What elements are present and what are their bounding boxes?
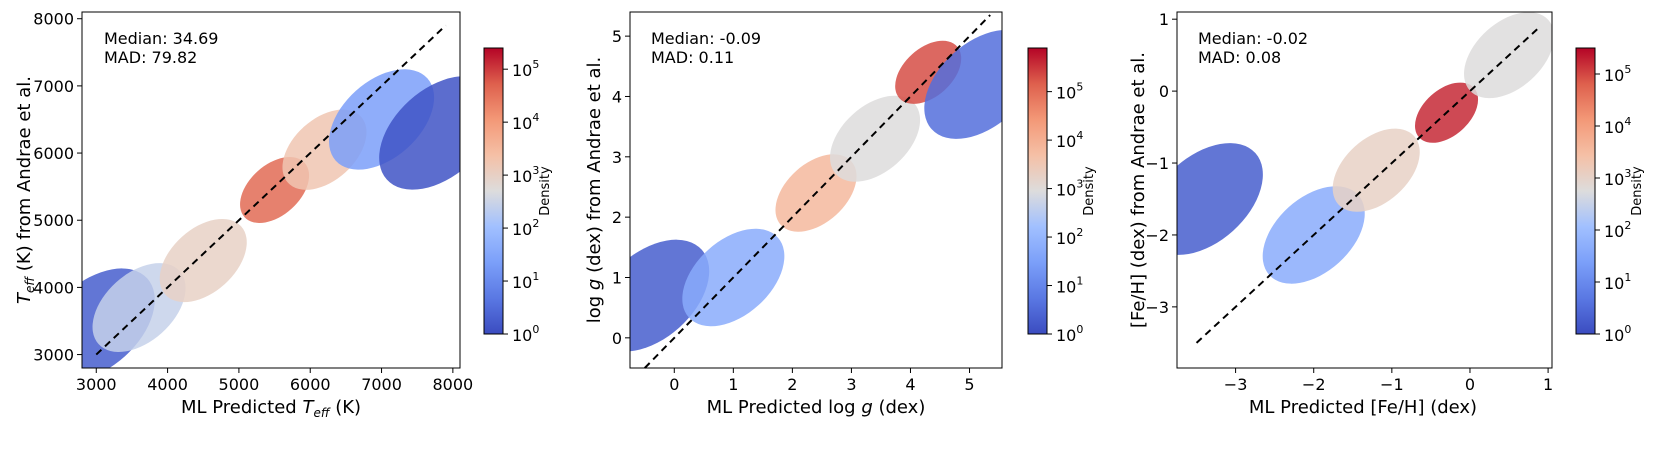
colorbar-feh: 100 101 102 103 104 105 Density <box>1575 47 1645 345</box>
plot-frame-logg <box>629 11 1003 369</box>
y-tick-label: 0 <box>612 329 622 348</box>
median-text-teff: Median: 34.69 <box>104 29 218 48</box>
y-tick-label: 3 <box>612 148 622 167</box>
colorbar-gradient <box>1027 47 1048 335</box>
colorbar-tick-label: 102 <box>512 217 539 239</box>
x-tick-label: 8000 <box>433 375 474 394</box>
x-tick-label: 1 <box>728 375 738 394</box>
colorbar-tick-label: 101 <box>1604 271 1631 293</box>
diagonal-line-feh <box>1195 25 1541 344</box>
density-region-2 <box>159 218 247 303</box>
colorbar-tick-label: 103 <box>512 164 539 186</box>
x-tick-label: 4000 <box>147 375 188 394</box>
y-tick-label: 1 <box>1159 10 1169 29</box>
y-tick-label: 4000 <box>33 278 74 297</box>
mad-text-feh: MAD: 0.08 <box>1198 48 1281 67</box>
x-tick-label: 0 <box>1465 375 1475 394</box>
colorbar-tick-label: 103 <box>1056 178 1083 200</box>
colorbar-tick-label: 101 <box>512 270 539 292</box>
x-tick-label: 3 <box>846 375 856 394</box>
mad-text-teff: MAD: 79.82 <box>104 48 197 67</box>
colorbar-label: Density <box>538 166 553 216</box>
x-ticks-teff: 3000 4000 5000 6000 7000 8000 <box>76 368 473 394</box>
hexbin-logg <box>630 29 1002 352</box>
density-region-2 <box>1332 128 1420 212</box>
plot-frame-feh <box>1176 11 1553 369</box>
x-axis-label-logg: ML Predicted log g (dex) <box>707 397 926 418</box>
hexbin-feh <box>1177 12 1552 284</box>
x-tick-label: 7000 <box>361 375 402 394</box>
y-tick-label: 4 <box>612 87 622 106</box>
density-region-0 <box>1177 143 1263 255</box>
diagonal-line-logg <box>644 14 991 369</box>
colorbar-tick-label: 104 <box>1604 115 1631 137</box>
x-tick-label: 1 <box>1543 375 1553 394</box>
x-axis-label-teff: ML Predicted Teff (K) <box>181 397 361 420</box>
median-text-feh: Median: -0.02 <box>1198 29 1308 48</box>
colorbar-tick-label: 100 <box>1604 323 1631 345</box>
colorbar-tick-label: 100 <box>512 323 539 345</box>
panel-feh: −3 −2 −1 0 1 −3 −2 −1 0 1 Median: -0.02 MAD: 0.0… <box>1128 10 1645 418</box>
x-axis-label-feh: ML Predicted [Fe/H] (dex) <box>1249 397 1477 418</box>
diagonal-line-teff <box>95 24 447 356</box>
y-tick-label: 2 <box>612 208 622 227</box>
mad-text-logg: MAD: 0.11 <box>651 48 734 67</box>
panel-teff: 3000 4000 5000 6000 7000 8000 3000 4000 5000 600… <box>14 10 553 420</box>
colorbar-label: Density <box>1630 166 1645 216</box>
y-tick-label: 1 <box>612 268 622 287</box>
y-axis-label-logg: log g (dex) from Andrae et al. <box>584 57 605 324</box>
x-tick-label: 5 <box>964 375 974 394</box>
x-tick-label: −1 <box>1380 375 1404 394</box>
x-tick-label: −3 <box>1224 375 1248 394</box>
colorbar-teff: 100 101 102 103 104 105 Density <box>483 47 553 345</box>
colorbar-tick-label: 105 <box>512 58 539 80</box>
colorbar-label: Density <box>1082 166 1097 216</box>
density-region-0 <box>630 239 710 352</box>
y-tick-label: −3 <box>1145 298 1169 317</box>
y-tick-label: 6000 <box>33 144 74 163</box>
x-ticks-logg: 0 1 2 3 4 5 <box>669 368 975 394</box>
y-tick-label: 5000 <box>33 211 74 230</box>
x-ticks-feh: −3 −2 −1 0 1 <box>1224 368 1553 394</box>
y-axis-label-feh: [Fe/H] (dex) from Andrae et al. <box>1128 52 1149 328</box>
density-region-5 <box>924 29 1002 139</box>
y-ticks-teff: 3000 4000 5000 6000 7000 8000 <box>33 10 82 365</box>
y-tick-label: −1 <box>1145 154 1169 173</box>
median-text-logg: Median: -0.09 <box>651 29 761 48</box>
x-tick-label: 4 <box>905 375 915 394</box>
colorbar-tick-label: 102 <box>1604 219 1631 241</box>
x-tick-label: 0 <box>669 375 679 394</box>
y-tick-label: 3000 <box>33 346 74 365</box>
y-tick-label: −2 <box>1145 226 1169 245</box>
colorbar-tick-label: 104 <box>512 111 539 133</box>
y-tick-label: 0 <box>1159 82 1169 101</box>
colorbar-tick-label: 103 <box>1604 167 1631 189</box>
plot-frame-teff <box>81 11 461 369</box>
x-tick-label: 6000 <box>290 375 331 394</box>
density-region-6 <box>379 76 460 190</box>
colorbar-tick-label: 105 <box>1056 81 1083 103</box>
colorbar-gradient <box>483 47 504 335</box>
x-tick-label: −2 <box>1302 375 1326 394</box>
y-tick-label: 8000 <box>33 10 74 29</box>
y-axis-label-teff: Teff (K) from Andrae et al. <box>14 76 37 304</box>
colorbar-tick-label: 102 <box>1056 226 1083 248</box>
colorbar-tick-label: 104 <box>1056 129 1083 151</box>
colorbar-gradient <box>1575 47 1596 335</box>
colorbar-tick-label: 105 <box>1604 63 1631 85</box>
y-tick-label: 5 <box>612 27 622 46</box>
y-tick-label: 7000 <box>33 77 74 96</box>
colorbar-tick-label: 101 <box>1056 275 1083 297</box>
x-tick-label: 3000 <box>76 375 117 394</box>
density-region-3 <box>830 95 921 182</box>
y-ticks-feh: −3 −2 −1 0 1 <box>1145 10 1177 317</box>
colorbar-logg: 100 101 102 103 104 105 Density <box>1027 47 1097 345</box>
x-tick-label: 5000 <box>219 375 260 394</box>
x-tick-label: 2 <box>787 375 797 394</box>
colorbar-tick-label: 100 <box>1056 323 1083 345</box>
y-ticks-logg: 0 1 2 3 4 5 <box>612 27 630 348</box>
panel-logg: 0 1 2 3 4 5 0 1 2 3 4 5 Median: -0.09 MAD: 0.11 ML… <box>584 11 1097 418</box>
hexbin-teff <box>82 69 460 368</box>
